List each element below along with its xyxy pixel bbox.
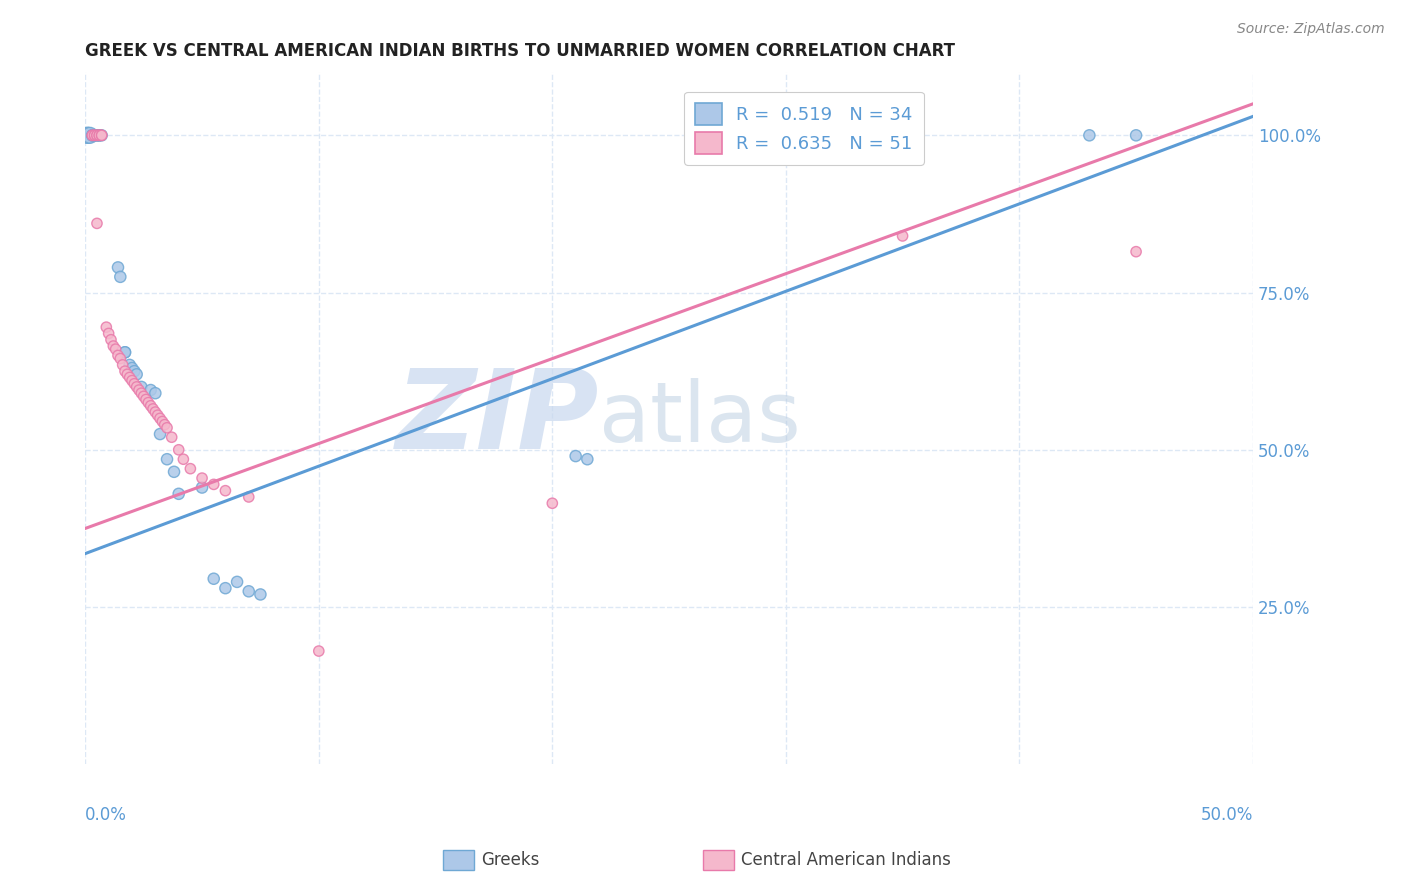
Point	[564, 449, 586, 463]
Text: ZIP: ZIP	[395, 365, 599, 472]
Point	[83, 128, 105, 143]
Point	[135, 392, 157, 407]
Point	[90, 128, 112, 143]
Point	[83, 128, 105, 143]
Point	[110, 269, 132, 284]
Point	[86, 128, 108, 143]
Text: 50.0%: 50.0%	[1201, 805, 1253, 824]
Point	[82, 128, 104, 143]
Point	[125, 380, 148, 394]
Point	[156, 421, 179, 435]
Point	[76, 128, 98, 143]
Point	[139, 399, 162, 413]
Point	[89, 128, 111, 143]
Point	[83, 128, 105, 143]
Point	[214, 483, 236, 498]
Point	[90, 128, 112, 143]
Point	[238, 584, 260, 599]
Point	[1078, 128, 1101, 143]
Point	[121, 361, 143, 376]
Point	[89, 128, 111, 143]
Point	[110, 351, 132, 366]
Point	[1125, 128, 1147, 143]
Point	[167, 442, 190, 457]
Point	[146, 408, 169, 422]
Text: Source: ZipAtlas.com: Source: ZipAtlas.com	[1237, 22, 1385, 37]
Point	[111, 358, 134, 372]
Point	[143, 405, 166, 419]
Point	[153, 417, 176, 432]
Point	[82, 128, 104, 143]
Point	[143, 386, 166, 401]
Point	[160, 430, 183, 444]
Point	[86, 128, 108, 143]
Point	[150, 415, 173, 429]
Point	[125, 368, 148, 382]
Text: GREEK VS CENTRAL AMERICAN INDIAN BIRTHS TO UNMARRIED WOMEN CORRELATION CHART: GREEK VS CENTRAL AMERICAN INDIAN BIRTHS …	[86, 42, 955, 60]
Point	[118, 358, 141, 372]
Point	[149, 411, 172, 425]
Point	[226, 574, 249, 589]
Point	[82, 128, 104, 143]
Point	[541, 496, 564, 510]
Point	[138, 395, 160, 409]
Point	[79, 128, 101, 143]
Point	[86, 216, 108, 230]
Point	[142, 401, 165, 416]
Point	[103, 339, 125, 353]
Point	[124, 364, 146, 378]
Point	[114, 364, 136, 378]
Point	[82, 128, 104, 143]
Point	[118, 370, 141, 384]
Point	[89, 128, 111, 143]
Point	[104, 342, 127, 356]
Point	[132, 389, 155, 403]
Point	[121, 374, 143, 388]
Point	[249, 587, 271, 601]
Point	[96, 320, 118, 334]
Point	[86, 128, 108, 143]
Point	[114, 345, 136, 359]
Point	[163, 465, 186, 479]
Point	[172, 452, 194, 467]
Point	[191, 471, 214, 485]
Point	[107, 260, 129, 275]
Point	[191, 481, 214, 495]
Point	[149, 427, 172, 442]
Point	[114, 345, 136, 359]
Point	[308, 644, 330, 658]
Point	[179, 461, 201, 475]
Text: 0.0%: 0.0%	[86, 805, 127, 824]
Legend: R =  0.519   N = 34, R =  0.635   N = 51: R = 0.519 N = 34, R = 0.635 N = 51	[683, 92, 924, 165]
Point	[90, 128, 112, 143]
Point	[97, 326, 120, 341]
Point	[202, 477, 225, 491]
Point	[86, 128, 108, 143]
Point	[167, 487, 190, 501]
Point	[76, 128, 98, 143]
Point	[117, 368, 139, 382]
Text: atlas: atlas	[599, 378, 801, 458]
Point	[107, 348, 129, 362]
Point	[214, 581, 236, 595]
Point	[128, 383, 150, 397]
Point	[131, 380, 153, 394]
Point	[576, 452, 599, 467]
Point	[202, 572, 225, 586]
Point	[89, 128, 111, 143]
Point	[100, 333, 122, 347]
Text: Central American Indians: Central American Indians	[741, 851, 950, 869]
Text: Greeks: Greeks	[481, 851, 540, 869]
Point	[131, 386, 153, 401]
Point	[1125, 244, 1147, 259]
Point	[891, 229, 914, 244]
Point	[238, 490, 260, 504]
Point	[156, 452, 179, 467]
Point	[124, 376, 146, 391]
Point	[139, 383, 162, 397]
